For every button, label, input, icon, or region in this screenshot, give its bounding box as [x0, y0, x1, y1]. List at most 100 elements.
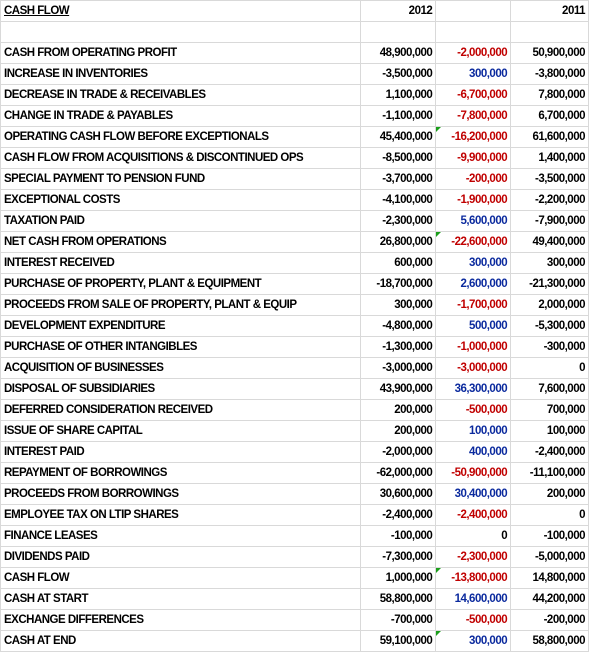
variance-value-cell[interactable]: -6,700,000 — [435, 84, 512, 106]
row-label-cell[interactable]: DISPOSAL OF SUBSIDIARIES — [0, 378, 362, 400]
row-label-cell[interactable]: EMPLOYEE TAX ON LTIP SHARES — [0, 504, 362, 526]
variance-value-cell[interactable]: -9,900,000 — [435, 147, 512, 169]
current-year-value-cell[interactable]: 600,000 — [360, 252, 437, 274]
variance-value-cell[interactable]: -1,700,000 — [435, 294, 512, 316]
variance-value-cell[interactable]: -2,000,000 — [435, 42, 512, 64]
current-year-value-cell[interactable]: -100,000 — [360, 525, 437, 547]
prior-year-value-cell[interactable]: -11,100,000 — [510, 462, 589, 484]
prior-year-value-cell[interactable]: -5,000,000 — [510, 546, 589, 568]
current-year-value-cell[interactable]: 45,400,000 — [360, 126, 437, 148]
current-year-value-cell[interactable]: -18,700,000 — [360, 273, 437, 295]
header-blank-cell[interactable] — [435, 0, 512, 22]
current-year-value-cell[interactable]: 48,900,000 — [360, 42, 437, 64]
variance-value-cell[interactable]: -16,200,000 — [435, 126, 512, 148]
current-year-value-cell[interactable]: 200,000 — [360, 420, 437, 442]
current-year-value-cell[interactable]: -4,800,000 — [360, 315, 437, 337]
variance-value-cell[interactable]: -500,000 — [435, 609, 512, 631]
row-label-cell[interactable]: SPECIAL PAYMENT TO PENSION FUND — [0, 168, 362, 190]
row-label-cell[interactable]: INCREASE IN INVENTORIES — [0, 63, 362, 85]
row-label-cell[interactable]: DEVELOPMENT EXPENDITURE — [0, 315, 362, 337]
spacer-cell[interactable] — [0, 21, 362, 43]
spacer-cell[interactable] — [435, 21, 512, 43]
sheet-title-cell[interactable]: CASH FLOW — [0, 0, 362, 22]
row-label-cell[interactable]: ACQUISITION OF BUSINESSES — [0, 357, 362, 379]
prior-year-value-cell[interactable]: -100,000 — [510, 525, 589, 547]
prior-year-value-cell[interactable]: 700,000 — [510, 399, 589, 421]
row-label-cell[interactable]: CHANGE IN TRADE & PAYABLES — [0, 105, 362, 127]
current-year-value-cell[interactable]: 30,600,000 — [360, 483, 437, 505]
variance-value-cell[interactable]: 100,000 — [435, 420, 512, 442]
row-label-cell[interactable]: ISSUE OF SHARE CAPITAL — [0, 420, 362, 442]
current-year-value-cell[interactable]: 26,800,000 — [360, 231, 437, 253]
prior-year-value-cell[interactable]: 7,600,000 — [510, 378, 589, 400]
row-label-cell[interactable]: PROCEEDS FROM BORROWINGS — [0, 483, 362, 505]
row-label-cell[interactable]: CASH FLOW — [0, 567, 362, 589]
variance-value-cell[interactable]: 36,300,000 — [435, 378, 512, 400]
row-label-cell[interactable]: EXCEPTIONAL COSTS — [0, 189, 362, 211]
prior-year-value-cell[interactable]: 49,400,000 — [510, 231, 589, 253]
year-current-cell[interactable]: 2012 — [360, 0, 437, 22]
row-label-cell[interactable]: REPAYMENT OF BORROWINGS — [0, 462, 362, 484]
prior-year-value-cell[interactable]: 0 — [510, 504, 589, 526]
current-year-value-cell[interactable]: 1,000,000 — [360, 567, 437, 589]
variance-value-cell[interactable]: 300,000 — [435, 63, 512, 85]
row-label-cell[interactable]: CASH AT END — [0, 630, 362, 652]
current-year-value-cell[interactable]: -7,300,000 — [360, 546, 437, 568]
prior-year-value-cell[interactable]: 14,800,000 — [510, 567, 589, 589]
prior-year-value-cell[interactable]: -2,200,000 — [510, 189, 589, 211]
row-label-cell[interactable]: PURCHASE OF OTHER INTANGIBLES — [0, 336, 362, 358]
prior-year-value-cell[interactable]: -200,000 — [510, 609, 589, 631]
row-label-cell[interactable]: TAXATION PAID — [0, 210, 362, 232]
prior-year-value-cell[interactable]: 1,400,000 — [510, 147, 589, 169]
row-label-cell[interactable]: DEFERRED CONSIDERATION RECEIVED — [0, 399, 362, 421]
variance-value-cell[interactable]: 5,600,000 — [435, 210, 512, 232]
prior-year-value-cell[interactable]: 58,800,000 — [510, 630, 589, 652]
row-label-cell[interactable]: OPERATING CASH FLOW BEFORE EXCEPTIONALS — [0, 126, 362, 148]
prior-year-value-cell[interactable]: 200,000 — [510, 483, 589, 505]
variance-value-cell[interactable]: 2,600,000 — [435, 273, 512, 295]
current-year-value-cell[interactable]: 1,100,000 — [360, 84, 437, 106]
variance-value-cell[interactable]: 14,600,000 — [435, 588, 512, 610]
variance-value-cell[interactable]: -2,400,000 — [435, 504, 512, 526]
row-label-cell[interactable]: FINANCE LEASES — [0, 525, 362, 547]
variance-value-cell[interactable]: 300,000 — [435, 630, 512, 652]
prior-year-value-cell[interactable]: -3,800,000 — [510, 63, 589, 85]
current-year-value-cell[interactable]: -4,100,000 — [360, 189, 437, 211]
variance-value-cell[interactable]: 500,000 — [435, 315, 512, 337]
current-year-value-cell[interactable]: -8,500,000 — [360, 147, 437, 169]
current-year-value-cell[interactable]: -700,000 — [360, 609, 437, 631]
prior-year-value-cell[interactable]: -3,500,000 — [510, 168, 589, 190]
row-label-cell[interactable]: PROCEEDS FROM SALE OF PROPERTY, PLANT & … — [0, 294, 362, 316]
row-label-cell[interactable]: CASH FROM OPERATING PROFIT — [0, 42, 362, 64]
prior-year-value-cell[interactable]: -5,300,000 — [510, 315, 589, 337]
row-label-cell[interactable]: INTEREST PAID — [0, 441, 362, 463]
current-year-value-cell[interactable]: -1,100,000 — [360, 105, 437, 127]
current-year-value-cell[interactable]: -1,300,000 — [360, 336, 437, 358]
prior-year-value-cell[interactable]: 100,000 — [510, 420, 589, 442]
prior-year-value-cell[interactable]: 300,000 — [510, 252, 589, 274]
current-year-value-cell[interactable]: 200,000 — [360, 399, 437, 421]
variance-value-cell[interactable]: -2,300,000 — [435, 546, 512, 568]
current-year-value-cell[interactable]: -2,000,000 — [360, 441, 437, 463]
current-year-value-cell[interactable]: -3,000,000 — [360, 357, 437, 379]
prior-year-value-cell[interactable]: 44,200,000 — [510, 588, 589, 610]
current-year-value-cell[interactable]: -2,400,000 — [360, 504, 437, 526]
current-year-value-cell[interactable]: -3,500,000 — [360, 63, 437, 85]
prior-year-value-cell[interactable]: -300,000 — [510, 336, 589, 358]
prior-year-value-cell[interactable]: 7,800,000 — [510, 84, 589, 106]
variance-value-cell[interactable]: -50,900,000 — [435, 462, 512, 484]
variance-value-cell[interactable]: 300,000 — [435, 252, 512, 274]
prior-year-value-cell[interactable]: 61,600,000 — [510, 126, 589, 148]
variance-value-cell[interactable]: -1,900,000 — [435, 189, 512, 211]
current-year-value-cell[interactable]: 300,000 — [360, 294, 437, 316]
row-label-cell[interactable]: INTEREST RECEIVED — [0, 252, 362, 274]
prior-year-value-cell[interactable]: 2,000,000 — [510, 294, 589, 316]
current-year-value-cell[interactable]: -62,000,000 — [360, 462, 437, 484]
prior-year-value-cell[interactable]: -21,300,000 — [510, 273, 589, 295]
spacer-cell[interactable] — [360, 21, 437, 43]
variance-value-cell[interactable]: -3,000,000 — [435, 357, 512, 379]
current-year-value-cell[interactable]: 43,900,000 — [360, 378, 437, 400]
row-label-cell[interactable]: CASH FLOW FROM ACQUISITIONS & DISCONTINU… — [0, 147, 362, 169]
prior-year-value-cell[interactable]: -7,900,000 — [510, 210, 589, 232]
variance-value-cell[interactable]: -500,000 — [435, 399, 512, 421]
